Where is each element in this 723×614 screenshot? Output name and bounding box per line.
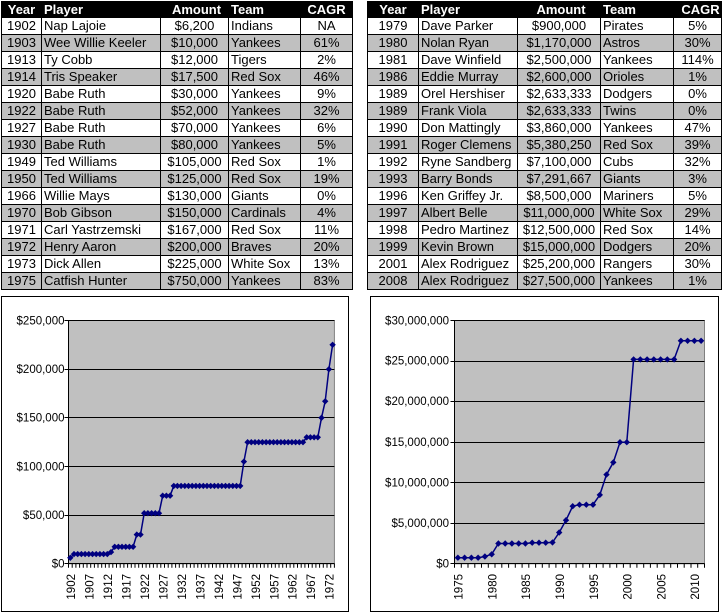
svg-text:$150,000: $150,000 bbox=[17, 412, 65, 424]
svg-text:1917: 1917 bbox=[122, 574, 134, 600]
svg-text:2005: 2005 bbox=[656, 574, 668, 600]
svg-text:$30,000,000: $30,000,000 bbox=[385, 316, 449, 328]
svg-text:1952: 1952 bbox=[251, 574, 263, 600]
svg-text:1972: 1972 bbox=[325, 574, 337, 600]
svg-text:1947: 1947 bbox=[232, 574, 244, 600]
svg-text:1932: 1932 bbox=[177, 574, 189, 600]
svg-text:1942: 1942 bbox=[214, 574, 226, 600]
svg-text:2000: 2000 bbox=[623, 574, 635, 600]
svg-text:1990: 1990 bbox=[555, 574, 567, 600]
svg-text:$0: $0 bbox=[436, 558, 449, 570]
svg-text:1907: 1907 bbox=[85, 574, 97, 600]
svg-text:1937: 1937 bbox=[195, 574, 207, 600]
svg-text:1995: 1995 bbox=[589, 574, 601, 600]
svg-text:2010: 2010 bbox=[690, 574, 702, 600]
svg-text:$25,000,000: $25,000,000 bbox=[385, 356, 449, 368]
svg-text:1902: 1902 bbox=[66, 574, 78, 600]
svg-text:$5,000,000: $5,000,000 bbox=[391, 518, 449, 530]
svg-text:1912: 1912 bbox=[103, 574, 115, 600]
svg-text:1980: 1980 bbox=[488, 574, 500, 600]
svg-text:1985: 1985 bbox=[521, 574, 533, 600]
svg-text:1967: 1967 bbox=[306, 574, 318, 600]
svg-text:$50,000: $50,000 bbox=[23, 510, 65, 522]
svg-text:1975: 1975 bbox=[454, 574, 466, 600]
svg-text:1922: 1922 bbox=[140, 574, 152, 600]
svg-text:$250,000: $250,000 bbox=[17, 316, 65, 328]
svg-text:$100,000: $100,000 bbox=[17, 462, 65, 474]
svg-text:$0: $0 bbox=[52, 558, 65, 570]
svg-text:$10,000,000: $10,000,000 bbox=[385, 477, 449, 489]
svg-text:1962: 1962 bbox=[288, 574, 300, 600]
svg-text:$20,000,000: $20,000,000 bbox=[385, 396, 449, 408]
svg-text:1927: 1927 bbox=[159, 574, 171, 600]
svg-text:$200,000: $200,000 bbox=[17, 364, 65, 376]
svg-text:1957: 1957 bbox=[269, 574, 281, 600]
svg-text:$15,000,000: $15,000,000 bbox=[385, 437, 449, 449]
